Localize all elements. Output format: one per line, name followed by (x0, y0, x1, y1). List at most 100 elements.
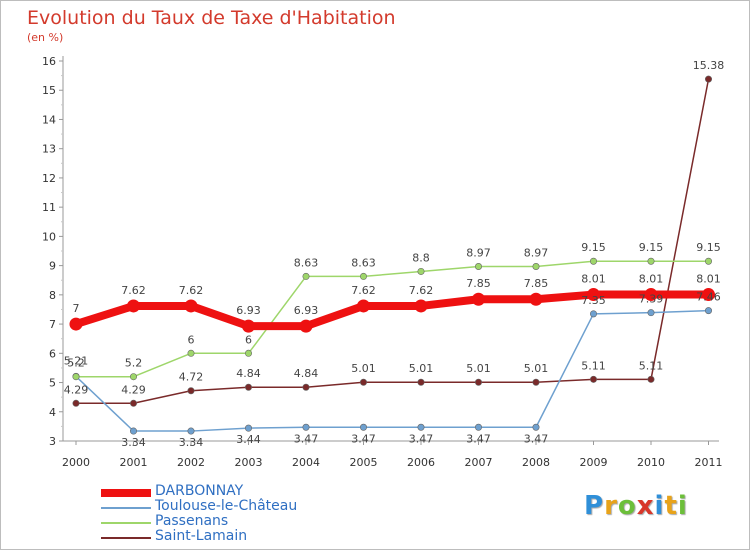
legend-swatch-saint-lamain (101, 537, 151, 539)
data-label-toulouse-le-ch-teau: 7.46 (696, 291, 721, 304)
y-tick-label: 3 (49, 435, 56, 448)
legend-label-saint-lamain: Saint-Lamain (155, 528, 248, 544)
data-label-saint-lamain: 4.29 (121, 383, 146, 396)
x-tick-label: 2000 (62, 456, 90, 469)
data-point-toulouse-le-ch-teau (417, 423, 425, 431)
data-label-passenans: 8.8 (412, 251, 430, 264)
chart-title: Evolution du Taux de Taxe d'Habitation (27, 7, 396, 29)
data-label-darbonnay: 7.62 (179, 284, 204, 297)
data-point-darbonnay (242, 319, 255, 333)
y-tick-label: 12 (42, 172, 56, 185)
data-label-saint-lamain: 4.84 (236, 367, 261, 380)
logo-letter: i (654, 491, 665, 521)
data-point-darbonnay (587, 288, 600, 302)
legend-label-darbonnay: DARBONNAY (155, 483, 244, 499)
data-label-toulouse-le-ch-teau: 3.44 (236, 433, 261, 446)
data-point-passenans (302, 272, 310, 280)
data-label-darbonnay: 7.85 (466, 277, 491, 290)
data-label-passenans: 9.15 (639, 241, 664, 254)
data-point-saint-lamain (245, 383, 253, 391)
data-point-toulouse-le-ch-teau (302, 423, 310, 431)
data-label-toulouse-le-ch-teau: 3.34 (121, 436, 146, 449)
data-label-toulouse-le-ch-teau: 7.35 (581, 294, 606, 307)
data-label-passenans: 8.63 (294, 256, 319, 269)
x-tick-label: 2004 (292, 456, 320, 469)
y-tick-label: 8 (49, 289, 56, 302)
data-label-saint-lamain: 5.11 (639, 359, 664, 372)
y-tick-label: 16 (42, 55, 56, 68)
data-point-saint-lamain (302, 383, 310, 391)
data-point-darbonnay (529, 292, 543, 306)
x-tick-label: 2002 (177, 456, 205, 469)
data-label-saint-lamain: 4.29 (64, 383, 89, 396)
data-point-toulouse-le-ch-teau (187, 427, 195, 435)
series-line-darbonnay (72, 290, 713, 331)
legend-label-toulouse-le-chateau: Toulouse-le-Château (155, 498, 298, 514)
data-point-darbonnay (184, 299, 198, 313)
logo-letter: P (584, 491, 605, 521)
y-tick-label: 4 (49, 406, 56, 419)
data-point-passenans (704, 257, 712, 265)
data-point-toulouse-le-ch-teau (589, 310, 597, 318)
data-point-passenans (72, 373, 80, 381)
data-point-passenans (647, 257, 655, 265)
data-point-darbonnay (357, 299, 370, 313)
data-point-darbonnay (702, 288, 715, 302)
data-point-saint-lamain (589, 375, 597, 383)
data-label-darbonnay: 7.62 (121, 284, 146, 297)
data-point-darbonnay (299, 319, 313, 333)
data-point-passenans (532, 262, 540, 270)
y-tick-label: 6 (49, 347, 56, 360)
data-label-darbonnay: 7 (73, 302, 80, 315)
legend-swatch-darbonnay (101, 489, 151, 497)
legend-swatch-toulouse-le-chateau (101, 507, 151, 509)
series-line-toulouse-le-ch-teau (75, 309, 710, 432)
x-tick-label: 2011 (695, 456, 723, 469)
data-label-darbonnay: 6.93 (294, 304, 319, 317)
x-tick-label: 2008 (522, 456, 550, 469)
data-point-passenans (417, 267, 425, 275)
legend-swatch-passenans (101, 522, 151, 524)
chart-series (69, 75, 715, 435)
data-point-darbonnay (414, 299, 428, 313)
data-label-saint-lamain: 5.01 (409, 362, 434, 375)
data-label-toulouse-le-ch-teau: 3.47 (466, 432, 491, 445)
data-point-toulouse-le-ch-teau (245, 424, 253, 432)
data-point-passenans (245, 349, 253, 357)
chart-axes: 3 4 5 6 7 8 9 10 11 12 13 14 15 16 2000 2001 2002 2003 200… (42, 55, 723, 469)
data-point-saint-lamain (474, 378, 482, 386)
data-label-toulouse-le-ch-teau: 3.47 (524, 432, 549, 445)
data-point-passenans (187, 349, 195, 357)
logo-letter: i (677, 491, 688, 521)
x-tick-label: 2009 (580, 456, 608, 469)
data-label-saint-lamain: 4.84 (294, 367, 319, 380)
data-label-toulouse-le-ch-teau: 5.21 (64, 354, 89, 367)
data-point-darbonnay (127, 299, 140, 313)
data-label-passenans: 9.15 (696, 241, 721, 254)
y-tick-label: 5 (49, 377, 56, 390)
data-label-darbonnay: 8.01 (581, 273, 606, 286)
data-point-saint-lamain (187, 387, 195, 395)
y-tick-label: 7 (49, 318, 56, 331)
data-label-toulouse-le-ch-teau: 3.34 (179, 436, 204, 449)
data-label-toulouse-le-ch-teau: 3.47 (351, 432, 376, 445)
data-point-saint-lamain (359, 378, 367, 386)
data-point-saint-lamain (704, 75, 712, 83)
data-label-toulouse-le-ch-teau: 3.47 (294, 432, 319, 445)
y-tick-label: 15 (42, 84, 56, 97)
logo-letter: r (604, 491, 618, 521)
data-point-toulouse-le-ch-teau (704, 307, 712, 315)
data-point-passenans (474, 262, 482, 270)
data-label-darbonnay: 7.62 (409, 284, 434, 297)
data-label-saint-lamain: 5.01 (466, 362, 491, 375)
data-label-toulouse-le-ch-teau: 7.39 (639, 293, 664, 306)
data-label-darbonnay: 7.62 (351, 284, 376, 297)
data-point-saint-lamain (417, 378, 425, 386)
data-point-passenans (359, 272, 367, 280)
chart-data-labels: 7 7.62 7.62 6.93 6.93 7.62 7.62 7.85 7.85 8.01 8.0… (64, 59, 725, 449)
data-point-saint-lamain (647, 375, 655, 383)
logo-letter: x (636, 491, 655, 521)
chart-unit: (en %) (27, 31, 64, 44)
data-point-passenans (130, 373, 138, 381)
